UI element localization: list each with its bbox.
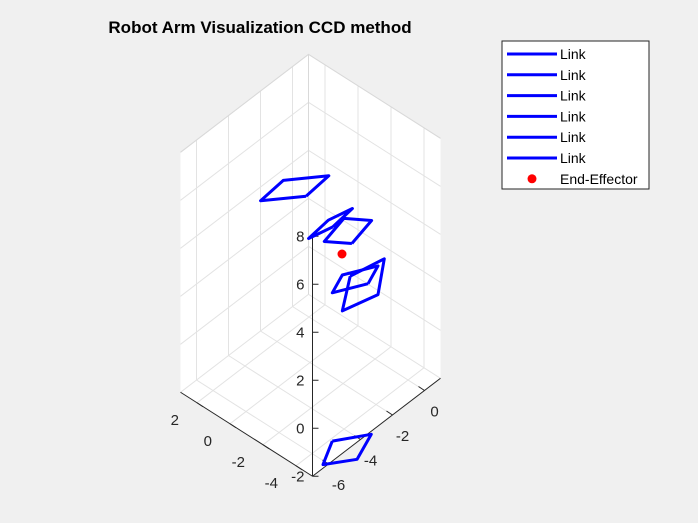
x-tick-mark xyxy=(386,410,393,416)
grid-z-line xyxy=(180,293,441,393)
x-tick-label: 0 xyxy=(430,404,438,421)
pane-0 xyxy=(180,294,441,477)
link-2-line xyxy=(340,257,386,313)
z-tick-label: 2 xyxy=(296,372,304,389)
series-layer xyxy=(259,174,386,467)
y-tick-mark xyxy=(295,465,303,471)
pane-2 xyxy=(180,54,309,393)
legend-entry-label: Link xyxy=(560,150,587,166)
x-axis-line xyxy=(312,377,441,477)
y-tick-label: -4 xyxy=(265,475,278,492)
legend: Link Link Link Link Link Link End-Effector xyxy=(501,40,650,190)
y-tick-mark xyxy=(229,423,237,429)
y-tick-label: -2 xyxy=(232,454,245,471)
z-tick-label: 4 xyxy=(296,324,304,341)
axis-ticks: -2 0 2 4 6 8 -4 -2 0 2 -6 -4 -2 0 xyxy=(171,228,439,494)
y-tick-mark xyxy=(262,444,270,450)
legend-marker-swatch xyxy=(527,174,537,184)
x-tick-mark xyxy=(418,386,425,391)
y-tick-mark xyxy=(196,402,204,408)
end-effector-marker xyxy=(337,249,347,259)
legend-entry-label: Link xyxy=(560,67,587,83)
link-5-line xyxy=(307,207,354,240)
y-tick-label: 2 xyxy=(171,412,179,429)
legend-entry-label: Link xyxy=(560,46,587,62)
z-tick-label: 0 xyxy=(296,420,304,437)
chart-title: Robot Arm Visualization CCD method xyxy=(108,18,411,37)
x-tick-label: -4 xyxy=(364,453,377,470)
z-tick-label: 6 xyxy=(296,276,304,293)
legend-entry-label: End-Effector xyxy=(560,171,638,187)
link-1-line xyxy=(321,432,373,467)
x-tick-label: -2 xyxy=(396,428,409,445)
axes-box xyxy=(180,53,441,477)
link-3-line xyxy=(330,264,380,295)
x-tick-label: -6 xyxy=(332,477,345,494)
link-6-line xyxy=(259,174,331,203)
pane-1 xyxy=(308,54,441,379)
y-tick-label: 0 xyxy=(204,433,212,450)
legend-entry-label: Link xyxy=(560,88,587,104)
z-tick-label: -2 xyxy=(291,468,304,485)
z-tick-label: 8 xyxy=(296,228,304,245)
legend-entry-label: Link xyxy=(560,129,587,145)
legend-entry-label: Link xyxy=(560,108,587,124)
